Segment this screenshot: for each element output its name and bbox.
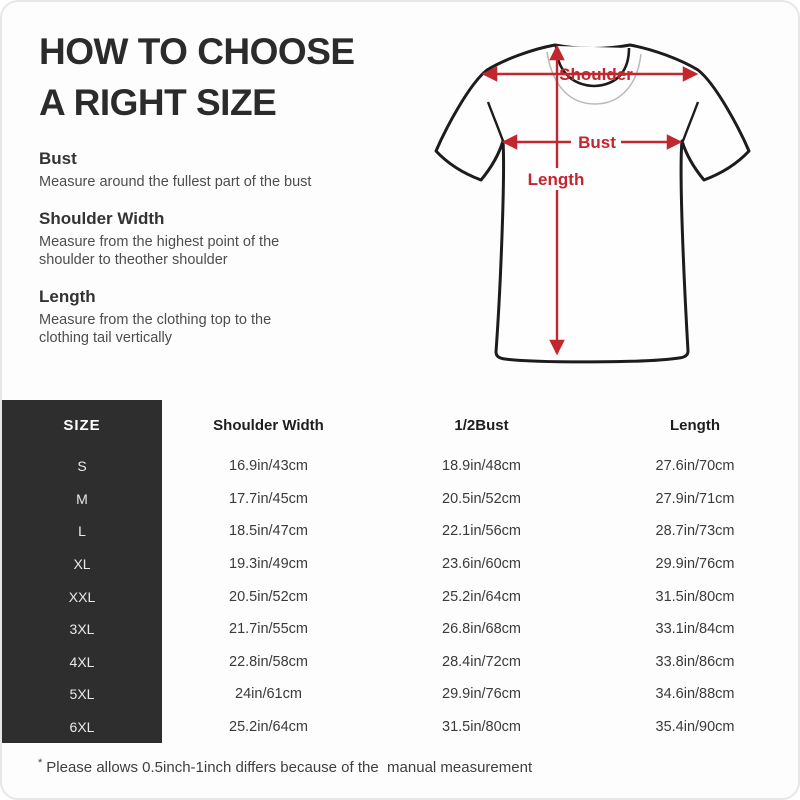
instruction-text: Measure from the clothing top to the xyxy=(39,312,272,328)
measurement-value-cell: 20.5in/52cm xyxy=(442,490,521,507)
measurement-value-cell: 31.5in/80cm xyxy=(655,588,735,605)
instruction-heading: Bust xyxy=(39,149,77,168)
measurement-value-cell: 28.4in/72cm xyxy=(442,653,521,670)
page-title-line1: HOW TO CHOOSE xyxy=(39,31,355,72)
table-header-cell: 1/2Bust xyxy=(454,416,509,434)
table-header-cell: SIZE xyxy=(2,400,162,450)
instruction-text: clothing tail vertically xyxy=(39,330,172,346)
size-label-cell: M xyxy=(2,482,162,516)
measurement-value-cell: 28.7in/73cm xyxy=(655,523,735,540)
bust-arrow-label: Bust xyxy=(578,133,616,152)
bust-label-bg xyxy=(571,132,621,152)
measurement-value-cell: 35.4in/90cm xyxy=(655,719,735,736)
right-sleeve-seam-line xyxy=(681,101,700,142)
size-label-cell: 3XL xyxy=(2,612,162,646)
instruction-heading: Shoulder Width xyxy=(39,209,165,228)
measurement-value-cell: 17.7in/45cm xyxy=(229,490,308,507)
tshirt-outline-shape xyxy=(434,43,751,364)
measurement-value-cell: 23.6in/60cm xyxy=(442,556,521,573)
measurement-value-cell: 29.9in/76cm xyxy=(655,556,735,573)
measurement-value-cell: 21.7in/55cm xyxy=(229,621,308,638)
measurement-value-cell: 33.8in/86cm xyxy=(655,653,735,670)
size-label-cell: XXL xyxy=(2,580,162,613)
measurement-value-cell: 19.3in/49cm xyxy=(229,556,308,573)
measurement-value-cell: 27.6in/70cm xyxy=(655,458,735,475)
instruction-heading: Length xyxy=(39,287,96,306)
page-title: HOW TO CHOOSE A RIGHT SIZE xyxy=(39,26,355,128)
measurement-value-cell: 18.9in/48cm xyxy=(442,458,521,475)
instruction-bust: Bust Measure around the fullest part of … xyxy=(39,148,379,191)
instruction-text: Measure around the fullest part of the b… xyxy=(39,174,312,190)
size-label-cell: 5XL xyxy=(2,678,162,711)
size-label-cell: 6XL xyxy=(2,710,162,744)
instruction-shoulder-width: Shoulder Width Measure from the highest … xyxy=(39,208,379,269)
size-label-cell: S xyxy=(2,450,162,483)
measurement-value-cell: 20.5in/52cm xyxy=(229,588,308,605)
tshirt-diagram: Shoulder Bust Length xyxy=(434,43,751,364)
measurement-value-cell: 25.2in/64cm xyxy=(442,588,521,605)
size-label-cell: L xyxy=(2,515,162,548)
shoulder-arrow-label: Shoulder xyxy=(559,65,633,84)
measurement-value-cell: 26.8in/68cm xyxy=(442,621,521,638)
measurement-value-cell: 27.9in/71cm xyxy=(655,490,735,507)
measurement-value-cell: 16.9in/43cm xyxy=(229,458,308,475)
length-label-bg xyxy=(529,168,585,190)
measurement-value-cell: 34.6in/88cm xyxy=(655,686,735,703)
instruction-text: shoulder to theother shoulder xyxy=(39,252,228,268)
footnote-text: Please allows 0.5inch-1inch differs beca… xyxy=(46,759,533,776)
size-label-cell: 4XL xyxy=(2,645,162,679)
length-arrow-label: Length xyxy=(528,170,585,189)
measurement-value-cell: 22.8in/58cm xyxy=(229,653,308,670)
measurement-value-cell: 25.2in/64cm xyxy=(229,719,308,736)
footnote: * Please allows 0.5inch-1inch differs bec… xyxy=(38,757,532,776)
measure-instructions: Bust Measure around the fullest part of … xyxy=(39,148,379,364)
measurement-value-cell: 29.9in/76cm xyxy=(442,686,521,703)
page-title-line2: A RIGHT SIZE xyxy=(39,82,277,123)
measurement-value-cell: 18.5in/47cm xyxy=(229,523,308,540)
measurement-value-cell: 24in/61cm xyxy=(235,686,302,703)
instruction-text: Measure from the highest point of the xyxy=(39,234,280,250)
instruction-length: Length Measure from the clothing top to … xyxy=(39,286,379,347)
table-header-cell: Shoulder Width xyxy=(213,416,324,434)
size-table: SIZE Shoulder Width 1/2Bust Length S 16.9in/4… xyxy=(2,400,798,744)
table-header-cell: Length xyxy=(670,416,720,434)
footnote-asterisk: * xyxy=(38,757,43,769)
measurement-value-cell: 22.1in/56cm xyxy=(442,523,521,540)
measurement-value-cell: 31.5in/80cm xyxy=(442,719,521,736)
measurement-value-cell: 33.1in/84cm xyxy=(655,621,735,638)
size-label-cell: XL xyxy=(2,547,162,581)
